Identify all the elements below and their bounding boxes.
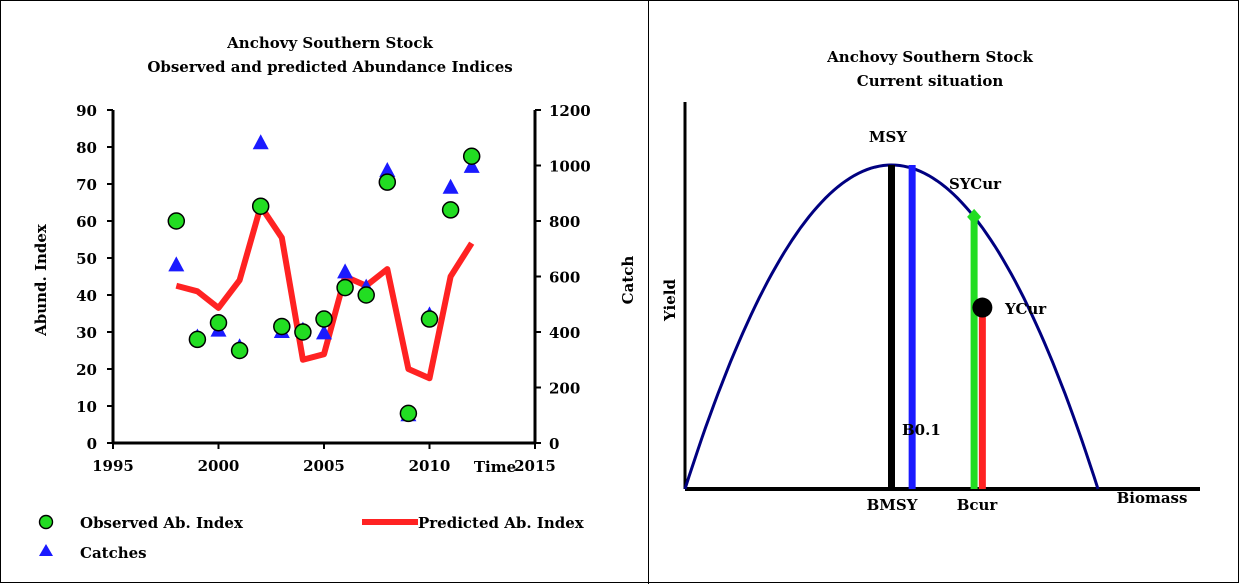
catches-group bbox=[168, 134, 480, 422]
right-y-tick-label: 1000 bbox=[549, 158, 591, 176]
observed-point bbox=[357, 286, 375, 304]
x-tick-label: 2015 bbox=[514, 457, 556, 475]
catch-point bbox=[379, 162, 396, 178]
observed-point bbox=[420, 310, 439, 328]
right-y-tick-label: 400 bbox=[549, 324, 580, 342]
left-y-tick-label: 40 bbox=[76, 287, 97, 305]
observed-point bbox=[336, 278, 354, 297]
predicted-line-group bbox=[175, 203, 475, 382]
y2-axis-label: Catch bbox=[619, 256, 637, 305]
catch-point bbox=[316, 324, 332, 340]
catch-point bbox=[442, 178, 459, 194]
left-y-tick-label: 20 bbox=[76, 361, 97, 379]
left-y-tick-label: 30 bbox=[76, 324, 97, 342]
left-y-tick-label: 60 bbox=[76, 213, 97, 231]
catch-point bbox=[463, 157, 480, 173]
left-y-tick-label: 70 bbox=[76, 176, 97, 194]
right-y-tick-label: 200 bbox=[549, 380, 580, 398]
observed-point bbox=[441, 201, 460, 219]
left-chart-ticks: 0 10 20 30 40 50 60 70 80 90 0 200 400 600 800 1000 1200… bbox=[76, 102, 591, 475]
left-y-tick-label: 10 bbox=[76, 398, 97, 416]
y-axis-label: Abund. Index bbox=[32, 223, 50, 337]
left-y-tick-label: 50 bbox=[76, 250, 97, 268]
left-chart-title-line1: Anchovy Southern Stock bbox=[226, 34, 433, 52]
left-chart-title-line2: Observed and predicted Abundance Indices bbox=[147, 58, 512, 76]
legend-predicted-label: Predicted Ab. Index bbox=[418, 514, 585, 532]
right-y-tick-label: 800 bbox=[549, 213, 580, 231]
legend-catches-label: Catches bbox=[80, 544, 147, 562]
observed-point bbox=[378, 173, 397, 191]
x-axis-label: Time bbox=[474, 458, 516, 476]
right-y-tick-label: 600 bbox=[549, 269, 580, 287]
predicted-ab-index-line bbox=[175, 203, 475, 382]
observed-point bbox=[167, 212, 186, 230]
x-tick-label: 1995 bbox=[92, 457, 134, 475]
x-tick-label: 2010 bbox=[409, 457, 451, 475]
observed-point bbox=[462, 147, 481, 165]
legend-catches-marker bbox=[39, 544, 53, 556]
catch-point bbox=[168, 256, 185, 272]
catch-point bbox=[252, 134, 269, 150]
observed-group bbox=[167, 147, 481, 423]
left-y-tick-label: 90 bbox=[76, 102, 97, 120]
legend: Observed Ab. Index Predicted Ab. Index C… bbox=[38, 514, 585, 562]
legend-observed-label: Observed Ab. Index bbox=[80, 514, 244, 532]
left-y-tick-label: 80 bbox=[76, 139, 97, 157]
panel-divider bbox=[648, 0, 649, 584]
observed-point bbox=[399, 404, 418, 423]
catch-point bbox=[337, 263, 354, 279]
abundance-index-chart: Anchovy Southern Stock Observed and pred… bbox=[32, 34, 637, 562]
legend-observed-marker bbox=[38, 514, 54, 530]
observed-point bbox=[230, 341, 249, 360]
x-tick-label: 2005 bbox=[303, 457, 345, 475]
observed-point bbox=[251, 197, 270, 215]
observed-point bbox=[188, 330, 207, 349]
observed-point bbox=[209, 314, 228, 332]
right-y-tick-label: 1200 bbox=[549, 102, 591, 120]
right-y-tick-label: 0 bbox=[549, 435, 559, 453]
observed-point bbox=[273, 317, 291, 336]
left-y-tick-label: 0 bbox=[87, 435, 97, 453]
observed-point bbox=[315, 310, 333, 328]
x-tick-label: 2000 bbox=[198, 457, 240, 475]
observed-point bbox=[294, 323, 312, 341]
